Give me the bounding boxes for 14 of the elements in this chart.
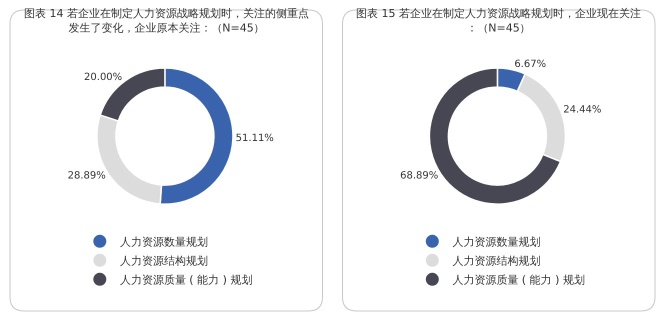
data-label: 6.67% <box>514 58 546 70</box>
legend-label: 人力资源数量规划 <box>452 236 540 249</box>
data-label: 51.11% <box>236 132 274 144</box>
chart-title: 图表 14 若企业在制定人力资源战略规划时，关注的侧重点发生了变化，企业原本关注：（N=45） <box>24 7 309 34</box>
data-label: 20.00% <box>84 72 122 83</box>
data-label: 28.89% <box>68 170 106 182</box>
legend-label: 人力资源质量 ( 能力 ) 规划 <box>120 274 252 287</box>
data-label: 24.44% <box>563 104 602 116</box>
legend-label: 人力资源结构规划 <box>452 254 540 268</box>
data-label: 68.89% <box>400 170 438 182</box>
legend-label: 人力资源数量规划 <box>120 236 208 249</box>
legend-label: 人力资源质量 ( 能力 ) 规划 <box>452 274 585 287</box>
legend-label: 人力资源结构规划 <box>120 254 208 268</box>
chart-title: 图表 15 若企业在制定人力资源战略规划时，企业现在关注：（N=45） <box>356 7 641 34</box>
